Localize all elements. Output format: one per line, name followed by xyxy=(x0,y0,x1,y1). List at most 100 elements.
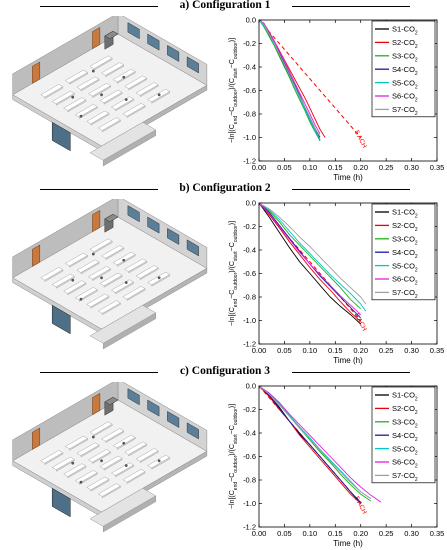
reference-line-5ach xyxy=(259,20,362,138)
door xyxy=(32,427,41,450)
y-tick-label: -0.8 xyxy=(243,476,256,485)
co2-sensor xyxy=(100,459,103,463)
x-tick-label: 0.05 xyxy=(277,346,292,355)
x-tick-label: 0.25 xyxy=(379,163,394,172)
x-tick-label: 0.30 xyxy=(404,529,419,538)
desk-edge xyxy=(69,438,88,451)
x-axis-label: Time (h) xyxy=(333,173,363,182)
window-top xyxy=(167,227,180,245)
x-tick-label: 0.00 xyxy=(252,529,267,538)
window-top xyxy=(147,33,160,51)
y-tick-label: 0.0 xyxy=(246,16,256,25)
annex-wall xyxy=(102,129,157,167)
y-tick-label: -0.6 xyxy=(243,86,256,95)
legend: S1-CO2S2-CO2S3-CO2S4-CO2S5-CO2S6-CO2S7-C… xyxy=(371,20,436,118)
series-line-s5 xyxy=(259,386,372,500)
legend-label-s1: S1-CO2 xyxy=(392,208,418,220)
window-top xyxy=(127,22,140,40)
door xyxy=(32,61,41,84)
legend-label-s4: S4-CO2 xyxy=(392,65,418,77)
y-tick-label: -1.0 xyxy=(243,316,256,325)
series-line-s2 xyxy=(259,203,362,323)
panel-title: c) Configuration 3 xyxy=(179,365,271,377)
co2-sensor xyxy=(124,281,128,284)
configuration-2-panel: b) Configuration 2 5 ACH 0.00 0.05 0.10 0.15… xyxy=(0,182,447,366)
legend-label-s1: S1-CO2 xyxy=(392,391,418,403)
y-tick-label: 0.0 xyxy=(246,382,256,391)
door xyxy=(32,244,41,267)
legend-label-s6: S6-CO2 xyxy=(392,92,418,104)
desk-edge xyxy=(90,478,110,492)
co2-sensor xyxy=(122,441,126,445)
window-top xyxy=(147,216,160,234)
legend-label-s4: S4-CO2 xyxy=(392,431,418,443)
y-tick-label: -0.2 xyxy=(243,405,256,414)
y-tick-label: -1.0 xyxy=(243,133,256,142)
x-tick-label: 0.35 xyxy=(430,346,445,355)
co2-sensor xyxy=(122,75,126,79)
legend-label-s2: S2-CO2 xyxy=(392,38,418,50)
desk-edge xyxy=(103,91,123,105)
legend-label-s4: S4-CO2 xyxy=(392,248,418,260)
desk-edge xyxy=(56,92,75,106)
legend: S1-CO2S2-CO2S3-CO2S4-CO2S5-CO2S6-CO2S7-C… xyxy=(371,386,436,484)
y-tick-label: -1.2 xyxy=(243,157,256,166)
series-line-s2 xyxy=(259,386,362,504)
window-top xyxy=(127,205,140,223)
series-line-s3 xyxy=(259,20,321,142)
legend-label-s2: S2-CO2 xyxy=(392,221,418,233)
desk-edge xyxy=(80,444,100,458)
y-axis-label: −ln[(Cend−Coutdoor)/(Cstart−Coutdoor)] xyxy=(229,404,239,509)
co2-sensor xyxy=(91,435,95,439)
y-tick-label: -0.4 xyxy=(243,429,256,438)
panel-header: b) Configuration 2 xyxy=(0,182,447,197)
desk-edge xyxy=(128,77,148,91)
x-tick-label: 0.25 xyxy=(379,346,394,355)
desk-edge xyxy=(44,452,64,466)
cabinet-top xyxy=(104,396,119,406)
desk-edge xyxy=(139,267,159,281)
door xyxy=(92,26,101,50)
y-tick-label: -1.2 xyxy=(243,340,256,349)
configuration-1-panel: a) Configuration 1 5 ACH 0.00 0.05 0.10 0.15… xyxy=(0,0,447,183)
desk-edge xyxy=(79,289,98,302)
desk-edge xyxy=(69,72,88,85)
x-tick-label: 0.00 xyxy=(252,163,267,172)
co2-sensor xyxy=(157,459,161,463)
window-top xyxy=(186,56,199,74)
series-line-s7 xyxy=(259,203,367,305)
header-rule-left xyxy=(40,372,158,373)
legend-label-s6: S6-CO2 xyxy=(392,458,418,470)
desk-edge xyxy=(126,471,146,485)
x-tick-label: 0.20 xyxy=(353,163,368,172)
y-tick-label: -0.8 xyxy=(243,110,256,119)
x-tick-label: 0.35 xyxy=(430,529,445,538)
x-tick-label: 0.15 xyxy=(328,346,343,355)
desk-edge xyxy=(67,99,87,113)
co2-sensor xyxy=(100,93,103,97)
legend-label-s1: S1-CO2 xyxy=(392,25,418,37)
header-rule-left xyxy=(40,189,158,190)
y-tick-label: -0.4 xyxy=(243,63,256,72)
x-tick-label: 0.25 xyxy=(379,529,394,538)
desk-edge xyxy=(103,274,123,288)
header-rule-right xyxy=(292,372,410,373)
x-tick-label: 0.20 xyxy=(353,346,368,355)
y-tick-label: -0.8 xyxy=(243,293,256,302)
desk-edge xyxy=(56,275,75,289)
desk-edge xyxy=(79,106,98,119)
y-tick-label: -0.2 xyxy=(243,222,256,231)
desk-edge xyxy=(105,64,125,78)
desk-edge xyxy=(79,472,98,485)
x-tick-label: 0.10 xyxy=(303,346,318,355)
annotation-5ach: 5 ACH xyxy=(353,312,368,332)
legend-label-s5: S5-CO2 xyxy=(392,261,418,273)
legend-label-s5: S5-CO2 xyxy=(392,444,418,456)
window-top xyxy=(186,239,199,257)
cabinet-top xyxy=(104,30,119,40)
front-windows xyxy=(51,487,71,518)
desk-edge xyxy=(102,119,121,133)
window-top xyxy=(167,44,180,62)
panel-title: b) Configuration 2 xyxy=(179,182,271,194)
y-tick-label: -0.6 xyxy=(243,269,256,278)
